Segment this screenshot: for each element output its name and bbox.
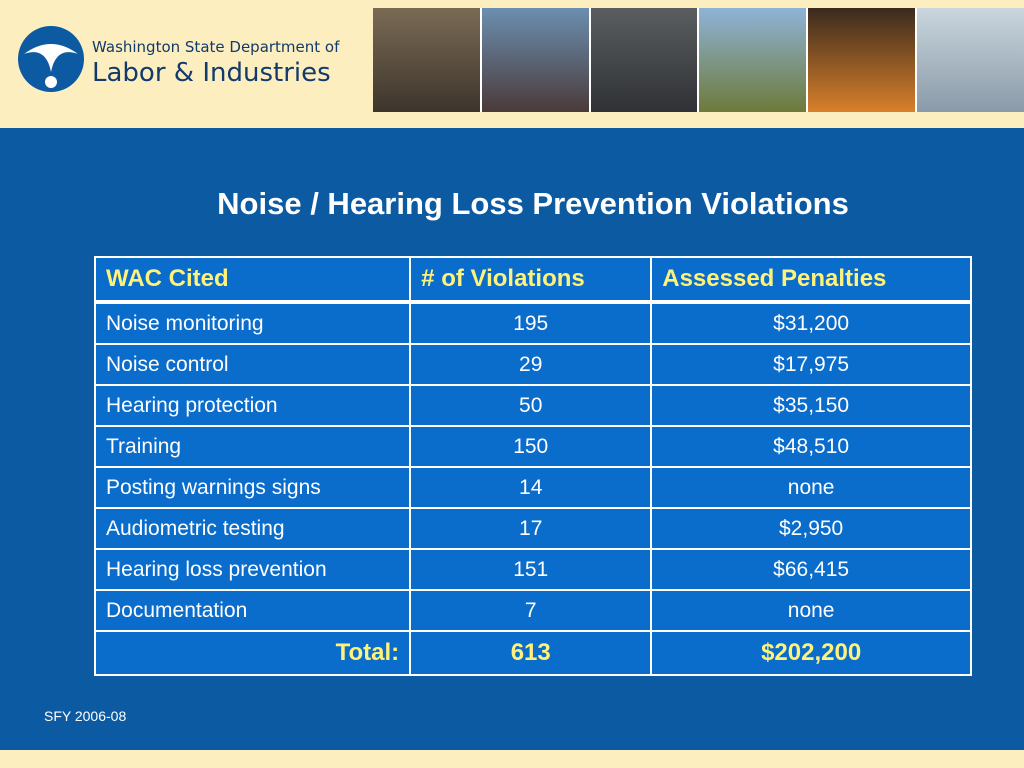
header-row: WAC Cited # of Violations Assessed Penalti… xyxy=(93,256,972,304)
table-cell: Posting warnings signs xyxy=(93,466,412,509)
table-cell: 195 xyxy=(409,301,653,345)
header-band: Washington State Department of Labor & I… xyxy=(0,0,1024,128)
total-cell: Total: xyxy=(93,630,412,676)
table-row: Documentation 7 none xyxy=(93,589,972,632)
table-row: Noise control 29 $17,975 xyxy=(93,343,972,386)
table-cell: 7 xyxy=(409,589,653,632)
table-cell: 50 xyxy=(409,384,653,427)
table-row: Audiometric testing 17 $2,950 xyxy=(93,507,972,550)
table-cell: Noise monitoring xyxy=(93,301,412,345)
table-cell: $66,415 xyxy=(650,548,972,591)
table-cell: Documentation xyxy=(93,589,412,632)
table-cell: Audiometric testing xyxy=(93,507,412,550)
org-name: Washington State Department of xyxy=(92,38,340,56)
table-row: Noise monitoring 195 $31,200 xyxy=(93,301,972,345)
table-cell: none xyxy=(650,466,972,509)
table-cell: $48,510 xyxy=(650,425,972,468)
column-header: Assessed Penalties xyxy=(650,256,972,304)
table-cell: Training xyxy=(93,425,412,468)
logo xyxy=(18,26,84,92)
table-row: Hearing protection 50 $35,150 xyxy=(93,384,972,427)
table-cell: 17 xyxy=(409,507,653,550)
table-cell: 29 xyxy=(409,343,653,386)
table-cell: Noise control xyxy=(93,343,412,386)
org-name: Labor & Industries xyxy=(92,58,331,88)
table-row: Training 150 $48,510 xyxy=(93,425,972,468)
table-row: Posting warnings signs 14 none xyxy=(93,466,972,509)
photo-strip xyxy=(373,8,1024,112)
column-header: WAC Cited xyxy=(93,256,412,304)
table-cell: $35,150 xyxy=(650,384,972,427)
table-cell: Hearing protection xyxy=(93,384,412,427)
table-cell: Hearing loss prevention xyxy=(93,548,412,591)
table-cell: $17,975 xyxy=(650,343,972,386)
table-cell: 151 xyxy=(409,548,653,591)
total-row: Total: 613 $202,200 xyxy=(93,630,972,676)
table-cell: 150 xyxy=(409,425,653,468)
violations-table: WAC Cited # of Violations Assessed Penalti… xyxy=(93,256,972,676)
total-cell: 613 xyxy=(409,630,653,676)
footer-band xyxy=(0,750,1024,768)
table-cell: none xyxy=(650,589,972,632)
total-cell: $202,200 xyxy=(650,630,972,676)
table-cell: $2,950 xyxy=(650,507,972,550)
footnote: SFY 2006-08 xyxy=(44,708,127,724)
column-header: # of Violations xyxy=(409,256,653,304)
table-row: Hearing loss prevention 151 $66,415 xyxy=(93,548,972,591)
table-cell: $31,200 xyxy=(650,301,972,345)
slide-title: Noise / Hearing Loss Prevention Violatio… xyxy=(217,186,849,221)
table-cell: 14 xyxy=(409,466,653,509)
